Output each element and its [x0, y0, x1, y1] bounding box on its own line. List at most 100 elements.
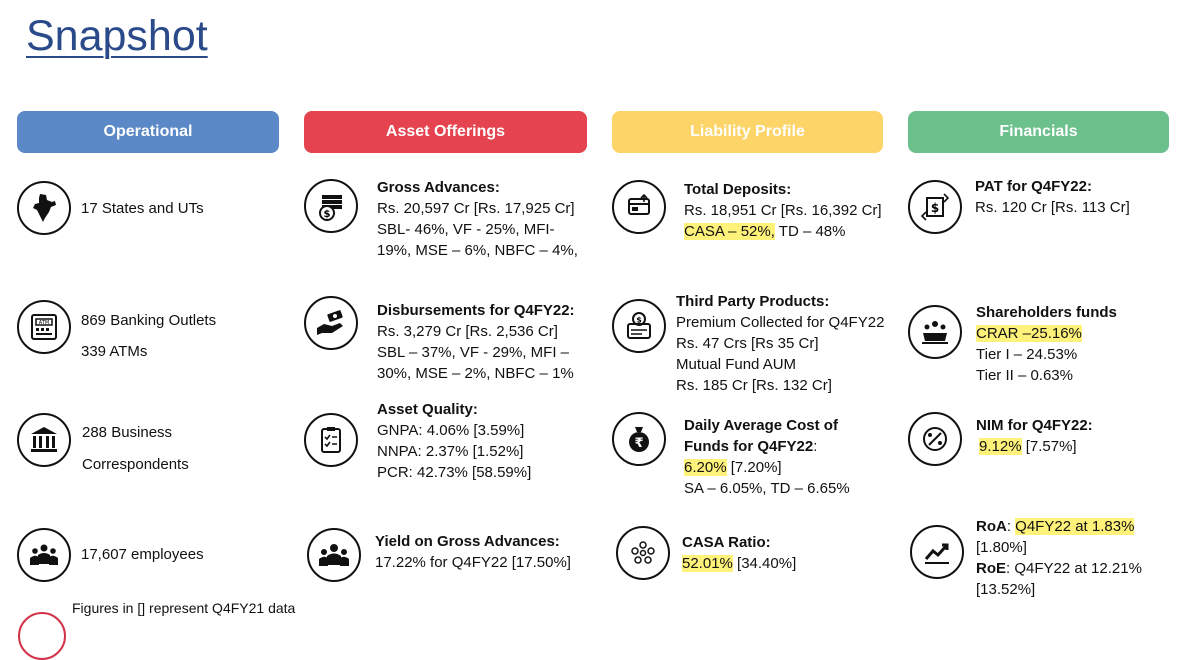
disbursements-mix-1: SBL – 37%, VF - 29%, MFI – [377, 344, 570, 361]
pat-value: Rs. 120 Cr [Rs. 113 Cr] [975, 199, 1130, 216]
header-liability-profile: Liability Profile [612, 111, 883, 153]
disbursements-block: Disbursements for Q4FY22: Rs. 3,279 Cr [… [377, 300, 575, 384]
yield-value: 17.22% for Q4FY22 [17.50%] [375, 554, 571, 571]
premium-collected-label: Premium Collected for Q4FY22 [676, 314, 885, 331]
cost-of-funds-title-2-row: Funds for Q4FY22: [684, 436, 850, 457]
casa-ratio-block: CASA Ratio: 52.01% [34.40%] [682, 532, 796, 574]
roa-colon: : [1006, 518, 1016, 535]
cost-of-funds-colon: : [813, 438, 818, 455]
shareholders-block: Shareholders funds CRAR –25.16% Tier I –… [976, 302, 1117, 386]
roa-row: RoA: Q4FY22 at 1.83% [976, 516, 1142, 537]
employees-icon [17, 528, 71, 582]
mutual-fund-aum-value: Rs. 185 Cr [Rs. 132 Cr] [676, 377, 832, 394]
dollar-growth-icon: $ [908, 180, 962, 234]
disbursement-hand-icon [304, 296, 358, 350]
roa-roe-block: RoA: Q4FY22 at 1.83% [1.80%] RoE: Q4FY22… [976, 516, 1142, 600]
casa-network-icon [616, 526, 670, 580]
india-map-icon [17, 181, 71, 235]
cost-of-funds-title-2: Funds for Q4FY22 [684, 438, 814, 455]
business-correspondents-text-1: 288 Business [82, 424, 173, 441]
insurance-product-icon: $ [612, 299, 666, 353]
growth-chart-icon [910, 525, 964, 579]
employees-text: 17,607 employees [81, 546, 204, 563]
rupee-bag-icon: ₹ [612, 412, 666, 466]
roe-value: : Q4FY22 at 12.21% [1006, 560, 1142, 577]
gross-advances-value: Rs. 20,597 Cr [Rs. 17,925 Cr] [377, 200, 575, 217]
third-party-products-title: Third Party Products: [676, 293, 830, 310]
sa-td-cost: SA – 6.05%, TD – 6.65% [684, 480, 850, 497]
disbursements-mix-2: 30%, MSE – 2%, NBFC – 1% [377, 365, 574, 382]
gnpa-value: GNPA: 4.06% [3.59%] [377, 422, 525, 439]
cost-of-funds-value-row: 6.20% [7.20%] [684, 457, 850, 478]
casa-ratio-title: CASA Ratio: [682, 534, 771, 551]
asset-quality-title: Asset Quality: [377, 401, 478, 418]
svg-text:₹: ₹ [634, 436, 643, 451]
crar-row: CRAR –25.16% [976, 323, 1117, 344]
roa-prior: [1.80%] [976, 539, 1027, 556]
shareholders-title: Shareholders funds [976, 304, 1117, 321]
tier2-value: Tier II – 0.63% [976, 367, 1073, 384]
nim-title: NIM for Q4FY22: [976, 417, 1093, 434]
casa-highlight: CASA – 52%, [684, 223, 775, 240]
footnote: Figures in [] represent Q4FY21 data [72, 600, 296, 616]
crar-highlight: CRAR –25.16% [976, 325, 1082, 342]
nim-highlight: 9.12% [979, 438, 1022, 455]
nim-block: NIM for Q4FY22: 9.12% [7.57%] [976, 415, 1093, 457]
nim-prior: [7.57%] [1021, 438, 1077, 455]
cost-of-funds-title-1: Daily Average Cost of [684, 417, 838, 434]
third-party-products-block: Third Party Products: Premium Collected … [676, 291, 884, 396]
people-group-icon [307, 528, 361, 582]
total-deposits-block: Total Deposits: Rs. 18,951 Cr [Rs. 16,39… [684, 179, 882, 242]
svg-text:$: $ [931, 201, 939, 215]
header-operational: Operational [17, 111, 279, 153]
roe-prior: [13.52%] [976, 581, 1036, 598]
nim-value-row: 9.12% [7.57%] [976, 436, 1093, 457]
pcr-value: PCR: 42.73% [58.59%] [377, 464, 532, 481]
pat-title: PAT for Q4FY22: [975, 178, 1092, 195]
page-title: Snapshot [26, 12, 208, 60]
total-deposits-value: Rs. 18,951 Cr [Rs. 16,392 Cr] [684, 202, 882, 219]
nnpa-value: NNPA: 2.37% [1.52%] [377, 443, 524, 460]
states-text: 17 States and UTs [81, 200, 204, 217]
pat-block: PAT for Q4FY22: Rs. 120 Cr [Rs. 113 Cr] [975, 176, 1130, 218]
cost-of-funds-highlight: 6.20% [684, 459, 727, 476]
yield-block: Yield on Gross Advances: 17.22% for Q4FY… [375, 531, 571, 573]
bank-building-icon [17, 413, 71, 467]
header-financials: Financials [908, 111, 1169, 153]
td-share: TD – 48% [774, 223, 846, 240]
cost-of-funds-block: Daily Average Cost of Funds for Q4FY22: … [684, 415, 850, 499]
casa-ratio-value-row: 52.01% [34.40%] [682, 553, 796, 574]
atm-icon: ATM [17, 300, 71, 354]
casa-ratio-highlight: 52.01% [682, 555, 733, 572]
total-deposits-title: Total Deposits: [684, 181, 792, 198]
deposit-card-icon [612, 180, 666, 234]
disbursements-value: Rs. 3,279 Cr [Rs. 2,536 Cr] [377, 323, 558, 340]
yield-title: Yield on Gross Advances: [375, 533, 560, 550]
roa-label: RoA [976, 518, 1007, 535]
disbursements-title: Disbursements for Q4FY22: [377, 302, 575, 319]
atms-text: 339 ATMs [81, 343, 148, 360]
roe-row: RoE: Q4FY22 at 12.21% [976, 558, 1142, 579]
header-asset-offerings: Asset Offerings [304, 111, 587, 153]
mutual-fund-aum-label: Mutual Fund AUM [676, 356, 797, 373]
shareholders-icon [908, 305, 962, 359]
roa-highlight: Q4FY22 at 1.83% [1015, 518, 1135, 535]
svg-text:ATM: ATM [39, 320, 49, 326]
casa-ratio-prior: [34.40%] [732, 555, 797, 572]
tier1-value: Tier I – 24.53% [976, 346, 1078, 363]
gross-advances-block: Gross Advances: Rs. 20,597 Cr [Rs. 17,92… [377, 177, 578, 261]
banking-outlets-text: 869 Banking Outlets [81, 312, 217, 329]
business-correspondents-text-2: Correspondents [82, 456, 189, 473]
premium-collected-value: Rs. 47 Crs [Rs 35 Cr] [676, 335, 819, 352]
asset-quality-block: Asset Quality: GNPA: 4.06% [3.59%] NNPA:… [377, 399, 531, 483]
svg-text:$: $ [324, 209, 331, 220]
deposit-mix: CASA – 52%, TD – 48% [684, 221, 882, 242]
svg-text:$: $ [636, 316, 642, 325]
nim-chart-icon [908, 412, 962, 466]
clipboard-check-icon [304, 413, 358, 467]
gross-advances-mix-2: 19%, MSE – 6%, NBFC – 4%, [377, 242, 578, 259]
cost-of-funds-prior: [7.20%] [726, 459, 782, 476]
roe-label: RoE [976, 560, 1006, 577]
footnote-marker-icon [18, 612, 66, 660]
gross-advances-title: Gross Advances: [377, 179, 500, 196]
